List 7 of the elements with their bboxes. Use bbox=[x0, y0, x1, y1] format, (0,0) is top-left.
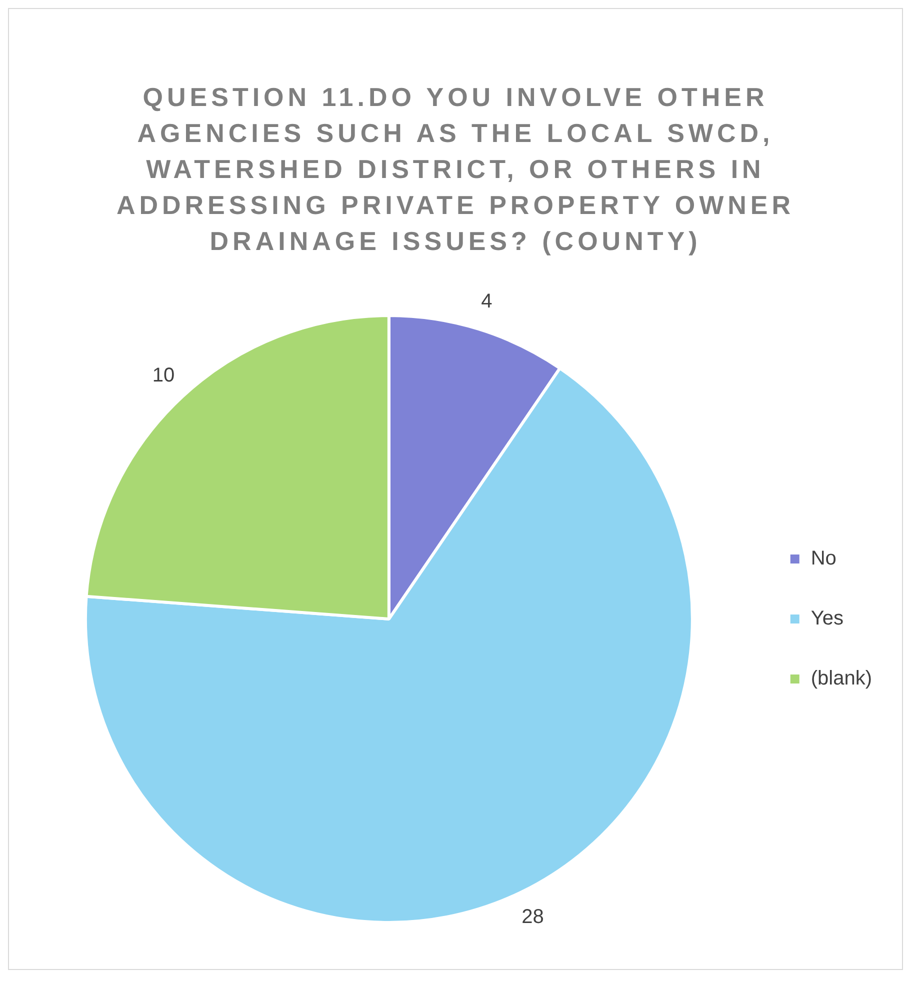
legend-label: (blank) bbox=[810, 668, 872, 690]
legend-label: Yes bbox=[810, 608, 844, 630]
data-label: 10 bbox=[152, 364, 175, 387]
legend-label: No bbox=[810, 548, 836, 570]
chart-title: QUESTION 11.DO YOU INVOLVE OTHER AGENCIES SUCH AS THE LOCAL SWCD, WATERSHED DISTRICT, OR OTHERS IN ADDRESSING PRIVATE PROPERTY OWNER DRAINAGE ISSUES? (COUNTY) bbox=[115, 81, 796, 258]
data-label: 4 bbox=[481, 290, 492, 313]
data-label: 28 bbox=[522, 906, 544, 928]
